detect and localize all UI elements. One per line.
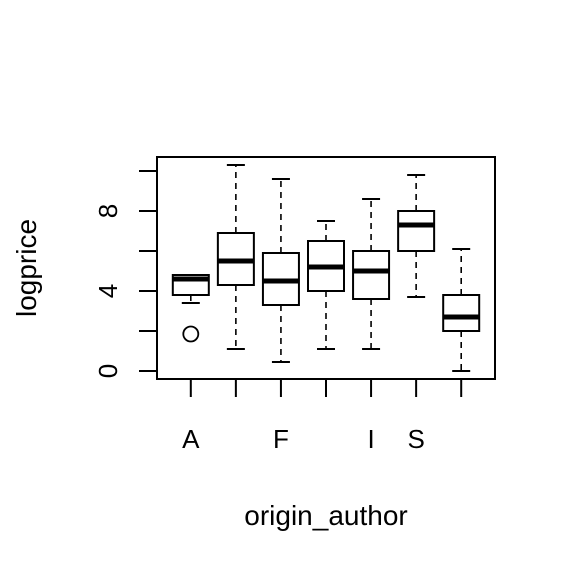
box-group-1	[216, 164, 255, 350]
y-tick-label: 4	[93, 284, 123, 298]
box-group-2	[261, 178, 300, 363]
box-group-6	[442, 248, 481, 372]
outlier-point	[182, 325, 200, 343]
y-axis-title: logprice	[11, 219, 42, 317]
axes: 0 4 8 A F I S	[93, 170, 463, 454]
box-iqr	[397, 210, 436, 252]
box-group-4	[352, 198, 391, 350]
y-tick-label: 8	[93, 204, 123, 218]
plot-marks	[171, 164, 481, 372]
box-iqr	[352, 250, 391, 300]
box-iqr	[442, 294, 481, 332]
box-group-3	[307, 220, 345, 350]
x-axis-title: origin_author	[244, 500, 407, 531]
box-group-0	[171, 274, 210, 343]
y-tick-label: 0	[93, 364, 123, 378]
x-tick-label: A	[182, 424, 200, 454]
x-tick-label: S	[407, 424, 424, 454]
x-tick-label: F	[273, 424, 289, 454]
box-group-5	[397, 174, 436, 298]
x-tick-label: I	[367, 424, 374, 454]
